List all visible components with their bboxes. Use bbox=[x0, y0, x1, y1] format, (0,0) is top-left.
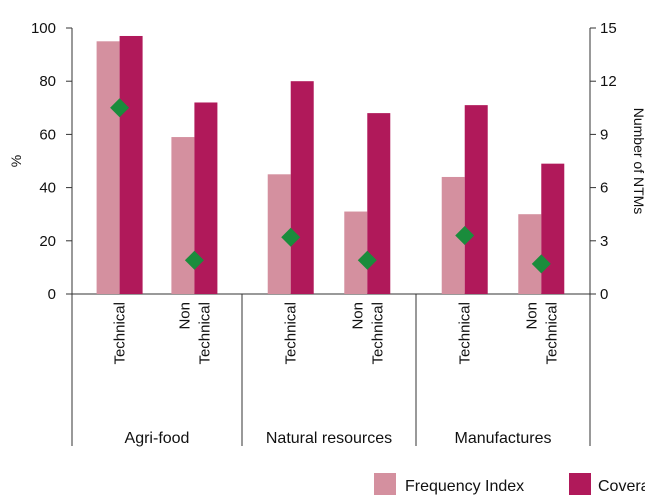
category-label: Non bbox=[176, 302, 193, 330]
category-label: Non bbox=[523, 302, 540, 330]
group-label: Agri-food bbox=[125, 430, 190, 447]
y-axis-left-label: % bbox=[8, 155, 24, 167]
category-label: Non bbox=[349, 302, 366, 330]
bar-coverage-ratio bbox=[367, 113, 391, 295]
legend-label-coverage-ratio: Coverage Ratio bbox=[598, 478, 645, 495]
category-label: Technical bbox=[369, 302, 386, 365]
bar-coverage-ratio bbox=[119, 35, 143, 294]
y-left-tick-label: 100 bbox=[31, 20, 56, 37]
category-label: Technical bbox=[457, 302, 474, 365]
legend-label-frequency-index: Frequency Index bbox=[405, 478, 524, 495]
y-right-tick-label: 3 bbox=[600, 233, 608, 250]
bar-coverage-ratio bbox=[290, 81, 314, 294]
category-label: Technical bbox=[283, 302, 300, 365]
y-right-tick-label: 12 bbox=[600, 73, 617, 90]
legend-swatch-frequency-index bbox=[374, 473, 396, 495]
bar-frequency-index bbox=[518, 214, 542, 294]
bar-coverage-ratio bbox=[194, 102, 218, 294]
legend-swatch-coverage-ratio bbox=[569, 473, 591, 495]
y-left-tick-label: 80 bbox=[39, 73, 56, 90]
group-label: Manufactures bbox=[455, 430, 552, 447]
bar-frequency-index bbox=[96, 41, 120, 294]
marker-diamond bbox=[281, 227, 301, 247]
y-right-tick-label: 15 bbox=[600, 20, 617, 37]
marker-diamond bbox=[531, 254, 551, 274]
legend: Frequency Index Coverage Ratio bbox=[374, 473, 645, 495]
y-right-tick-label: 9 bbox=[600, 126, 608, 143]
y-axis-right-label: Number of NTMs bbox=[631, 108, 645, 215]
bar-frequency-index bbox=[441, 176, 465, 294]
category-label: Technical bbox=[543, 302, 560, 365]
group-label: Natural resources bbox=[266, 430, 392, 447]
bars bbox=[96, 35, 565, 295]
group-labels: Agri-food Natural resources Manufactures bbox=[125, 430, 552, 447]
marker-diamond bbox=[110, 98, 130, 118]
category-label: Technical bbox=[112, 302, 129, 365]
y-left-tick-label: 60 bbox=[39, 126, 56, 143]
bar-frequency-index bbox=[344, 211, 368, 294]
y-left-tick-label: 20 bbox=[39, 233, 56, 250]
markers bbox=[110, 98, 551, 274]
bar-coverage-ratio bbox=[464, 105, 488, 294]
bar-frequency-index bbox=[171, 137, 195, 294]
marker-diamond bbox=[184, 250, 204, 270]
axes bbox=[66, 28, 592, 295]
category-label: Technical bbox=[196, 302, 213, 365]
marker-diamond bbox=[357, 250, 377, 270]
y-right-tick-label: 0 bbox=[600, 286, 608, 303]
y-left-tick-label: 0 bbox=[48, 286, 56, 303]
bar-frequency-index bbox=[267, 174, 291, 294]
ticks: 0 20 40 60 80 100 0 3 6 9 12 15 bbox=[31, 20, 617, 303]
category-labels: Technical Non Technical Technical Non Technic… bbox=[71, 294, 591, 446]
bar-coverage-ratio bbox=[541, 163, 565, 294]
marker-diamond bbox=[455, 225, 475, 245]
y-left-tick-label: 40 bbox=[39, 180, 56, 197]
y-right-tick-label: 6 bbox=[600, 180, 608, 197]
